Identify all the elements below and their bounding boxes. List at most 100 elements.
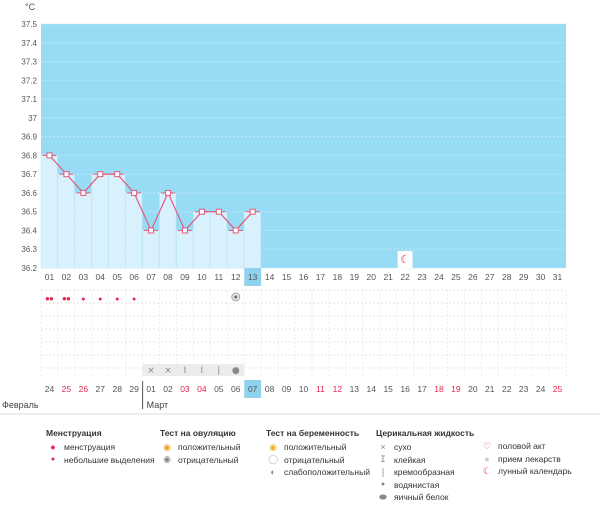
day-number: 27 — [485, 272, 495, 282]
legend-item-intercourse: ♡ половой акт — [480, 440, 572, 453]
legend-item-egg: ⬬ яичный белок — [376, 491, 474, 504]
date-label: 17 — [417, 384, 427, 394]
temperature-point — [181, 227, 188, 234]
legend-label-light: небольшие выделения — [64, 454, 155, 465]
legend-item-sticky: I клейкая — [376, 454, 474, 467]
temperature-bar — [108, 173, 126, 269]
legend-label-lunar: лунный календарь — [498, 466, 572, 477]
legend-label-preg-negative: отрицательный — [284, 454, 345, 465]
y-tick-label: 37.5 — [21, 20, 37, 29]
y-tick-label: 37.2 — [21, 76, 37, 85]
temperature-point — [148, 227, 155, 234]
legend-item-watery: ● водянистая — [376, 479, 474, 492]
water-drop-icon: ● — [380, 481, 386, 489]
date-label: 24 — [45, 384, 55, 394]
date-label: 11 — [316, 384, 325, 394]
legend-item-ov-negative: ◉ отрицательный — [160, 454, 240, 467]
legend-item-dry: × сухо — [376, 441, 474, 454]
day-number: 02 — [62, 272, 72, 282]
drop-icon: ● — [50, 456, 56, 464]
date-label: 02 — [163, 384, 173, 394]
cervical-marker-icon: I — [201, 366, 204, 376]
legend-label-egg: яичный белок — [394, 492, 449, 503]
cervical-cell — [176, 364, 194, 376]
y-tick-label: 36.4 — [21, 226, 37, 235]
date-label: 08 — [265, 384, 275, 394]
cervical-cell — [210, 364, 228, 376]
cervical-cell — [142, 364, 160, 376]
legend-other: ♡ половой акт ● прием лекарств ☾ лунный … — [480, 440, 572, 478]
pill-icon: ● — [484, 453, 490, 464]
pregnancy-negative-icon: ◯ — [267, 454, 279, 465]
temperature-point — [215, 208, 222, 215]
date-label: 22 — [502, 384, 512, 394]
ovulation-negative-dot — [234, 295, 238, 299]
temperature-point — [249, 208, 256, 215]
y-tick-label: 36.9 — [21, 133, 37, 142]
date-label: 10 — [299, 384, 309, 394]
cervical-cell — [159, 364, 177, 376]
day-number: 18 — [333, 272, 343, 282]
y-tick-label: 36.6 — [21, 189, 37, 198]
legend-item-lunar: ☾ лунный календарь — [480, 465, 572, 478]
cervical-cell — [227, 364, 245, 376]
date-label: 09 — [282, 384, 292, 394]
legend-label-ov-positive: положительный — [178, 442, 241, 453]
temperature-bar — [142, 230, 160, 269]
day-number: 26 — [468, 272, 478, 282]
legend-item-preg-negative: ◯ отрицательный — [266, 454, 370, 467]
date-label: 16 — [400, 384, 410, 394]
legend-ovulation-title: Тест на овуляцию — [160, 428, 236, 438]
legend-label-intercourse: половой акт — [498, 441, 546, 452]
day-number: 24 — [434, 272, 444, 282]
day-number: 10 — [197, 272, 207, 282]
temperature-point — [114, 171, 121, 178]
cervical-marker-icon: × — [164, 366, 172, 376]
legend-item-ov-positive: ◉ положительный — [160, 441, 240, 454]
temperature-bar — [243, 211, 261, 269]
date-label: 14 — [367, 384, 377, 394]
date-label: 29 — [129, 384, 139, 394]
y-tick-label: 37.1 — [21, 95, 37, 104]
legend-menstruation: Менструация ● менструация ● небольшие вы… — [46, 428, 155, 466]
day-number: 23 — [417, 272, 427, 282]
drop-double-icon: ● — [50, 442, 56, 453]
temperature-point — [63, 171, 70, 178]
legend-item-preg-weak: ◐ слабоположительный — [266, 466, 370, 479]
date-label: 07 — [248, 384, 258, 394]
date-label: 21 — [485, 384, 495, 394]
legend-label-preg-weak: слабоположительный — [284, 467, 370, 478]
legend-label-menstruation: менструация — [64, 442, 116, 453]
legend-ovulation: Тест на овуляцию ◉ положительный ◉ отриц… — [160, 428, 240, 466]
legend-item-light: ● небольшие выделения — [46, 454, 155, 467]
day-number: 05 — [112, 272, 122, 282]
y-tick-label: 36.8 — [21, 151, 37, 160]
date-label: 25 — [553, 384, 563, 394]
day-number: 21 — [383, 272, 393, 282]
moon-icon: ☾ — [400, 253, 410, 266]
drop-icon: ● — [115, 296, 119, 303]
heart-icon: ♡ — [482, 440, 492, 451]
temperature-point — [198, 208, 205, 215]
date-label: 06 — [231, 384, 241, 394]
legend-item-creamy: ❘ кремообразная — [376, 466, 474, 479]
date-label: 13 — [350, 384, 360, 394]
creamy-icon: ❘ — [379, 466, 387, 477]
day-number: 22 — [400, 272, 410, 282]
day-number: 16 — [299, 272, 309, 282]
drop-icon: ● — [66, 294, 71, 303]
ovulation-positive-icon: ◉ — [163, 441, 171, 452]
drop-icon: ● — [81, 296, 85, 303]
cervical-marker-icon: I — [184, 366, 187, 376]
legend-label-preg-positive: положительный — [284, 442, 347, 453]
day-number: 03 — [79, 272, 89, 282]
legend-label-ov-negative: отрицательный — [178, 454, 239, 465]
temperature-bar — [40, 155, 58, 269]
date-label: 20 — [468, 384, 478, 394]
cervical-cell — [193, 364, 211, 376]
temperature-point — [46, 152, 53, 159]
date-label: 15 — [383, 384, 393, 394]
temperature-point — [165, 189, 172, 196]
legend-label-dry: сухо — [394, 442, 412, 453]
